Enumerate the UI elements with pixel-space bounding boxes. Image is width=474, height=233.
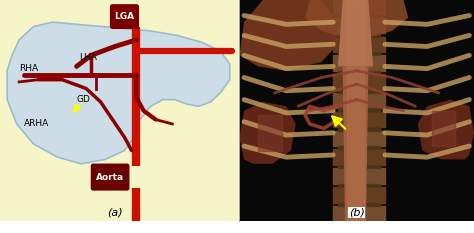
Polygon shape xyxy=(347,0,364,221)
Polygon shape xyxy=(333,93,385,109)
Polygon shape xyxy=(338,14,380,18)
Text: (b): (b) xyxy=(349,208,365,217)
Polygon shape xyxy=(0,0,239,221)
Text: LHA: LHA xyxy=(79,53,97,62)
Polygon shape xyxy=(338,52,380,55)
Polygon shape xyxy=(432,111,455,146)
Text: LGA: LGA xyxy=(114,12,135,21)
Text: GD: GD xyxy=(77,95,91,104)
Polygon shape xyxy=(333,168,385,184)
Polygon shape xyxy=(7,22,230,164)
Polygon shape xyxy=(338,184,380,187)
Polygon shape xyxy=(258,115,282,151)
FancyBboxPatch shape xyxy=(91,164,129,190)
Polygon shape xyxy=(333,55,385,71)
Polygon shape xyxy=(333,74,385,90)
Polygon shape xyxy=(338,146,380,149)
Text: ARHA: ARHA xyxy=(24,120,49,128)
Polygon shape xyxy=(333,149,385,165)
Polygon shape xyxy=(333,206,385,221)
Polygon shape xyxy=(239,0,338,71)
Polygon shape xyxy=(305,0,408,38)
Polygon shape xyxy=(338,165,380,168)
Polygon shape xyxy=(239,0,474,221)
Text: RHA: RHA xyxy=(19,64,38,73)
Polygon shape xyxy=(338,90,380,93)
Polygon shape xyxy=(333,187,385,202)
Polygon shape xyxy=(333,130,385,146)
FancyBboxPatch shape xyxy=(110,5,138,28)
Polygon shape xyxy=(338,71,380,74)
Text: Aorta: Aorta xyxy=(96,173,124,182)
Polygon shape xyxy=(333,37,385,52)
Polygon shape xyxy=(338,0,373,66)
Polygon shape xyxy=(333,18,385,33)
Polygon shape xyxy=(333,112,385,127)
Polygon shape xyxy=(333,0,385,14)
Polygon shape xyxy=(239,102,296,164)
Polygon shape xyxy=(338,127,380,130)
Polygon shape xyxy=(418,100,474,159)
Polygon shape xyxy=(338,109,380,112)
Polygon shape xyxy=(338,202,380,206)
Polygon shape xyxy=(343,66,368,221)
Text: (a): (a) xyxy=(107,208,123,217)
Polygon shape xyxy=(338,33,380,37)
